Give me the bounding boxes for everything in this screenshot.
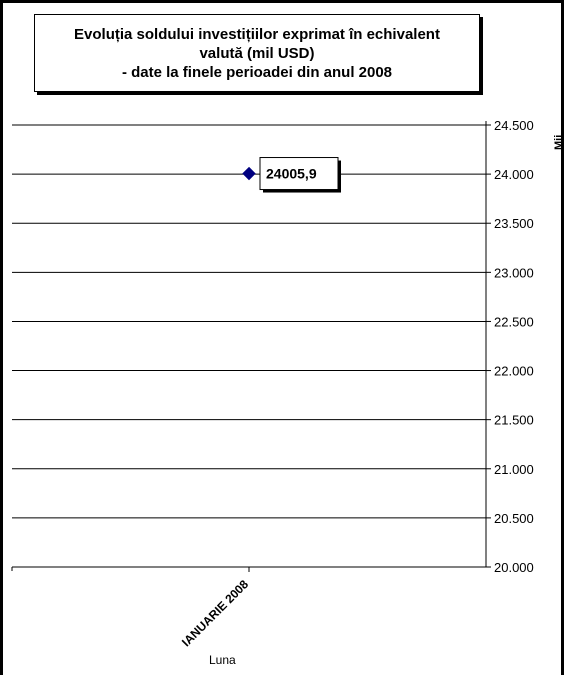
chart-title-box: Evoluția soldului investițiilor exprimat… (34, 14, 480, 92)
x-category-label: IANUARIE 2008 (179, 577, 251, 649)
y-tick-label: 22.500 (494, 314, 534, 329)
y-tick-label: 21.000 (494, 462, 534, 477)
data-label: 24005,9 (266, 166, 317, 182)
x-axis-title: Luna (209, 653, 236, 667)
data-label-box (259, 157, 339, 191)
y-tick-label: 23.500 (494, 216, 534, 231)
y-tick-label: 21.500 (494, 413, 534, 428)
axes (11, 121, 491, 572)
data-point-marker (242, 166, 256, 181)
y-tick-label: 23.000 (494, 265, 534, 280)
y-tick-label: 24.500 (494, 118, 534, 133)
y-tick-label: 20.000 (494, 560, 534, 575)
y-tick-label: 20.500 (494, 511, 534, 526)
y-axis-title: Mii (553, 135, 564, 150)
chart-title: Evoluția soldului investițiilor exprimat… (74, 25, 440, 81)
y-tick-label: 24.000 (494, 167, 534, 182)
x-category-labels: IANUARIE 2008 (179, 577, 251, 649)
gridlines (12, 124, 486, 568)
data-points: 24005,9 (242, 157, 341, 193)
y-tick-label: 22.000 (494, 364, 534, 379)
y-tick-labels: 24.500 24.000 23.500 23.000 22.500 22.000 21.5… (494, 118, 534, 575)
